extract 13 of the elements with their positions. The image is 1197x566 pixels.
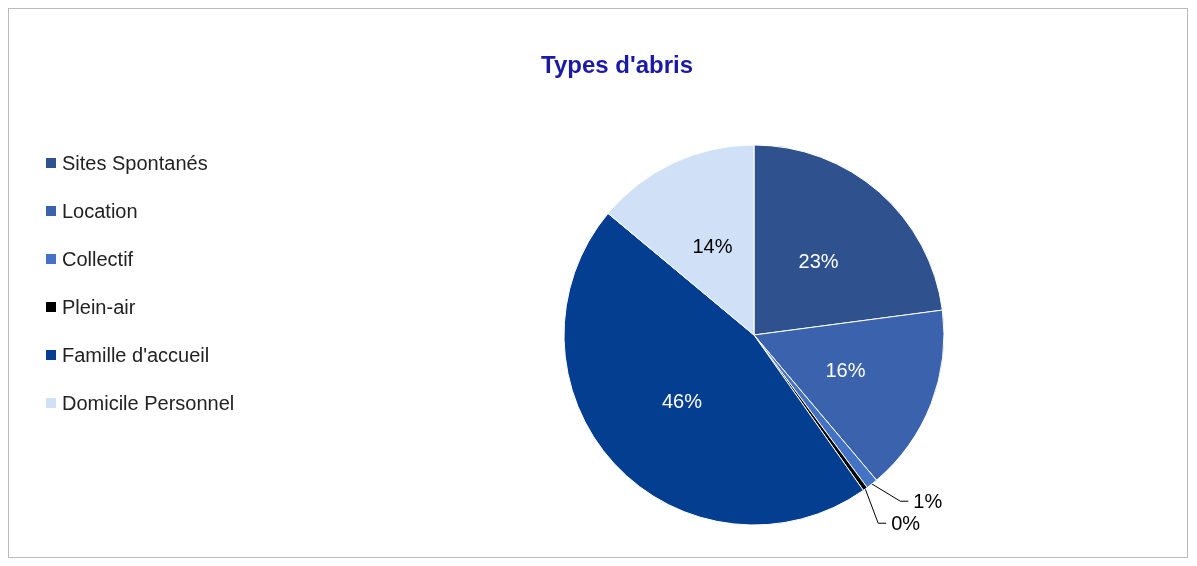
legend-label: Sites Spontanés bbox=[62, 152, 208, 174]
data-label: 14% bbox=[692, 235, 733, 258]
chart-title: Types d'abris bbox=[541, 50, 693, 78]
legend-label: Location bbox=[62, 200, 138, 222]
data-label: 16% bbox=[825, 359, 866, 382]
data-label: 46% bbox=[661, 390, 703, 413]
data-label: 1% bbox=[913, 490, 943, 513]
legend-label: Domicile Personnel bbox=[62, 392, 235, 414]
legend-label: Famille d'accueil bbox=[62, 344, 210, 366]
legend-label: Plein-air bbox=[62, 296, 136, 318]
legend-label: Collectif bbox=[62, 248, 134, 270]
data-label: 0% bbox=[891, 512, 921, 535]
data-label: 23% bbox=[798, 250, 839, 273]
